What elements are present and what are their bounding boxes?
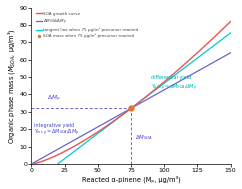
X-axis label: Reacted α-pinene (Mₚ, μg/m³): Reacted α-pinene (Mₚ, μg/m³) [82, 176, 180, 184]
Legend: SOA growth curve, $\Delta M_{SOA}/\Delta M_p$, tangent line when 75 μg/m³ precur: SOA growth curve, $\Delta M_{SOA}/\Delta… [34, 10, 140, 40]
Text: $Y_{diff,p}=dM_{SOA}/dM_p$: $Y_{diff,p}=dM_{SOA}/dM_p$ [151, 82, 197, 93]
Text: differential yield: differential yield [151, 75, 191, 80]
Text: integrative yield: integrative yield [34, 123, 74, 128]
Text: $\Delta M_{SOA}$: $\Delta M_{SOA}$ [135, 133, 153, 142]
Y-axis label: Organic phase mass ($M_{SOA}$, μg/m³): Organic phase mass ($M_{SOA}$, μg/m³) [6, 28, 16, 144]
Text: $\Delta M_p$: $\Delta M_p$ [47, 94, 61, 104]
Text: $Y_{int,p}=\Delta M_{SOA}/\Delta M_p$: $Y_{int,p}=\Delta M_{SOA}/\Delta M_p$ [34, 128, 80, 138]
